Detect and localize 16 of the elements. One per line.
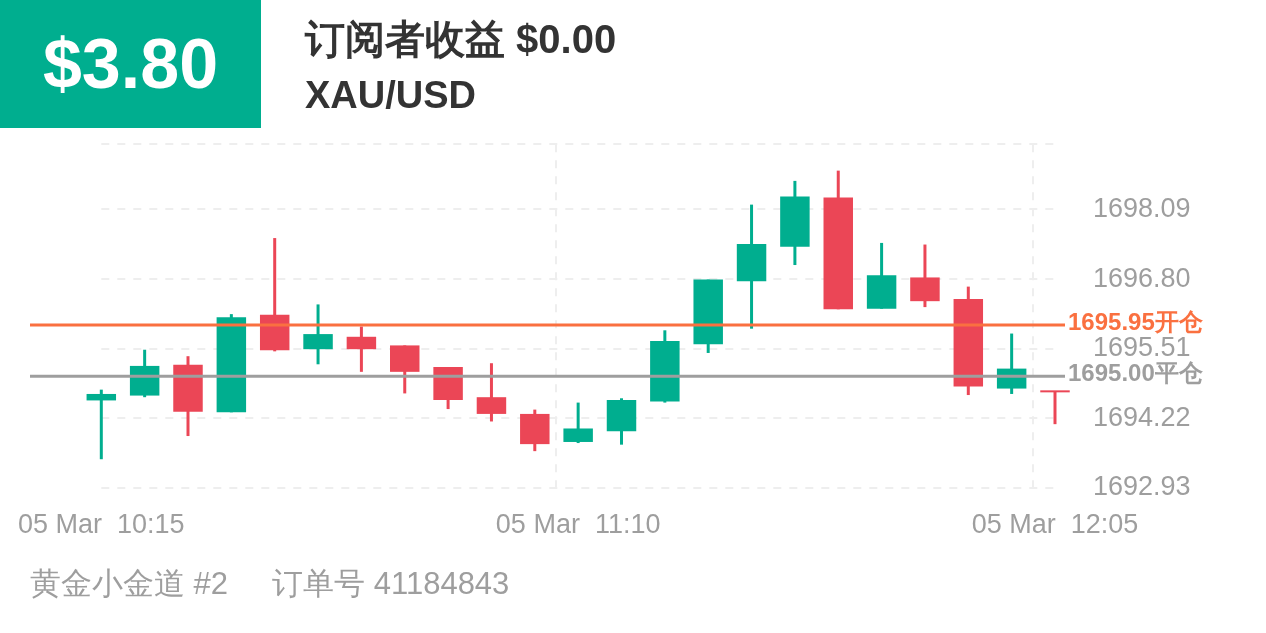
y-tick-label: 1694.22: [1093, 401, 1191, 432]
text: 黄金小金道 #2: [30, 565, 229, 603]
ref-line-label: 1695.95开仓: [1068, 307, 1204, 335]
x-tick-label: 05 Mar 10:15: [18, 509, 185, 540]
text: 订单号 41184843: [272, 565, 510, 603]
y-tick-label: 1698.09: [1093, 192, 1191, 223]
x-tick-label: 05 Mar 12:05: [971, 509, 1139, 540]
candlestick: [86, 389, 117, 461]
y-tick-label: 1696.80: [1093, 262, 1191, 293]
chart-title: 订阅者收益 $0.00: [305, 16, 617, 63]
ref-line-label: 1695.00平仓: [1068, 358, 1204, 386]
chart-subtitle: XAU/USD: [305, 74, 477, 117]
text: $3.80: [0, 0, 261, 128]
x-tick-label: 05 Mar 11:10: [495, 509, 661, 540]
y-tick-label: 1692.93: [1093, 471, 1191, 502]
candlestick: [1040, 390, 1070, 426]
